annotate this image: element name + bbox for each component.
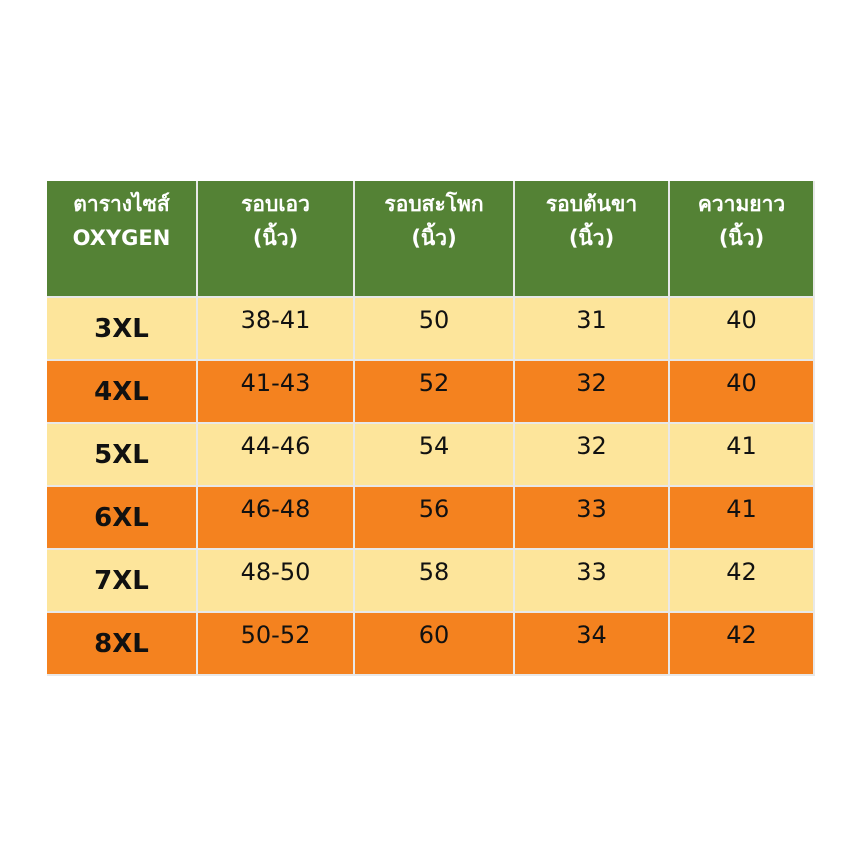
cell-text: 41 <box>726 495 757 523</box>
cell-text: (นิ้ว) <box>568 226 615 250</box>
size-cell: 8XL <box>47 613 198 676</box>
cell-text: 31 <box>576 306 607 334</box>
cell-text: 54 <box>418 432 450 460</box>
value-cell: 46-48 <box>198 487 355 550</box>
value-cell: 38-41 <box>198 298 355 361</box>
cell-text: 41 <box>726 432 757 460</box>
value-cell: 33 <box>515 487 670 550</box>
value-cell: 56 <box>355 487 515 550</box>
header-cell: รอบเอว (นิ้ว) <box>198 181 355 298</box>
cell-text: ตารางไซส์ <box>73 192 170 216</box>
value-cell: 60 <box>355 613 515 676</box>
cell-text: รอบต้นขา <box>545 192 638 216</box>
header-cell: ความยาว (นิ้ว) <box>670 181 815 298</box>
cell-text: 40 <box>726 369 757 397</box>
cell-text: 34 <box>576 621 607 649</box>
cell-text: 41-43 <box>240 369 311 397</box>
cell-text: 8XL <box>94 628 149 659</box>
cell-text: 33 <box>576 495 607 523</box>
value-cell: 40 <box>670 298 815 361</box>
cell-text: (นิ้ว) <box>718 226 765 250</box>
value-cell: 32 <box>515 361 670 424</box>
value-cell: 31 <box>515 298 670 361</box>
size-cell: 5XL <box>47 424 198 487</box>
size-cell: 7XL <box>47 550 198 613</box>
value-cell: 32 <box>515 424 670 487</box>
cell-text: 40 <box>726 306 757 334</box>
cell-text: 56 <box>418 495 450 523</box>
value-cell: 54 <box>355 424 515 487</box>
cell-text: รอบสะโพก <box>384 192 484 216</box>
value-cell: 34 <box>515 613 670 676</box>
cell-text: 42 <box>726 621 757 649</box>
cell-text: 46-48 <box>240 495 311 523</box>
cell-text: 50-52 <box>240 621 311 649</box>
cell-text: 4XL <box>94 376 149 407</box>
value-cell: 58 <box>355 550 515 613</box>
cell-text: 44-46 <box>240 432 311 460</box>
cell-text: OXYGEN <box>72 226 171 250</box>
header-cell: รอบสะโพก (นิ้ว) <box>355 181 515 298</box>
cell-text: 6XL <box>94 502 149 533</box>
value-cell: 52 <box>355 361 515 424</box>
cell-text: 5XL <box>94 439 149 470</box>
value-cell: 41 <box>670 424 815 487</box>
cell-text: 7XL <box>94 565 149 596</box>
size-cell: 6XL <box>47 487 198 550</box>
value-cell: 44-46 <box>198 424 355 487</box>
header-cell: ตารางไซส์ OXYGEN <box>47 181 198 298</box>
value-cell: 42 <box>670 550 815 613</box>
cell-text: 42 <box>726 558 757 586</box>
value-cell: 41-43 <box>198 361 355 424</box>
cell-text: 58 <box>418 558 450 586</box>
cell-text: 48-50 <box>240 558 311 586</box>
value-cell: 33 <box>515 550 670 613</box>
header-cell: รอบต้นขา (นิ้ว) <box>515 181 670 298</box>
size-cell: 3XL <box>47 298 198 361</box>
cell-text: 32 <box>576 432 607 460</box>
size-cell: 4XL <box>47 361 198 424</box>
cell-text: รอบเอว <box>241 192 310 216</box>
value-cell: 48-50 <box>198 550 355 613</box>
cell-text: 52 <box>418 369 450 397</box>
cell-text: ความยาว <box>697 192 786 216</box>
cell-text: (นิ้ว) <box>252 226 299 250</box>
value-cell: 50-52 <box>198 613 355 676</box>
cell-text: 3XL <box>94 313 149 344</box>
cell-text: (นิ้ว) <box>411 226 457 250</box>
value-cell: 42 <box>670 613 815 676</box>
value-cell: 50 <box>355 298 515 361</box>
cell-text: 32 <box>576 369 607 397</box>
cell-text: 33 <box>576 558 607 586</box>
value-cell: 41 <box>670 487 815 550</box>
cell-text: 50 <box>418 306 450 334</box>
value-cell: 40 <box>670 361 815 424</box>
cell-text: 60 <box>418 621 450 649</box>
cell-text: 38-41 <box>240 306 311 334</box>
